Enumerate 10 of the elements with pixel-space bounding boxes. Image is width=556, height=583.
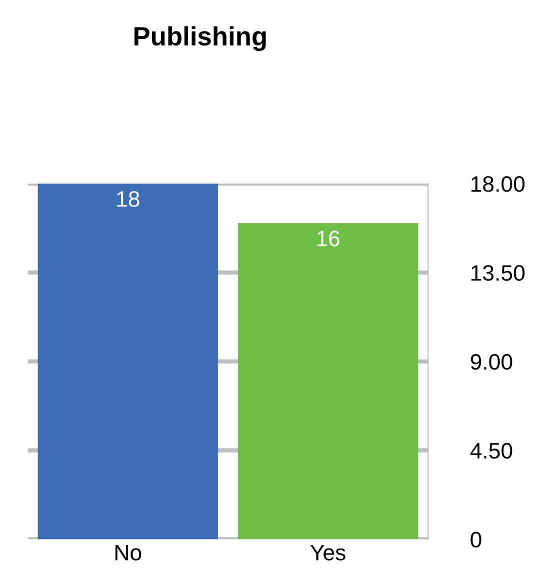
y-tick-label: 9.00 [470,354,512,370]
y-tick-label: 18.00 [471,176,525,192]
data-label: 16 [317,230,340,246]
x-tick-label: No [116,544,142,560]
y-tick-label: 0 [470,532,482,548]
data-label: 18 [117,191,140,207]
y-tick-label: 4.50 [470,442,512,459]
chart-title: Publishing [134,26,266,51]
x-tick-label: Yes [310,544,346,560]
y-tick-label: 13.50 [471,265,525,281]
